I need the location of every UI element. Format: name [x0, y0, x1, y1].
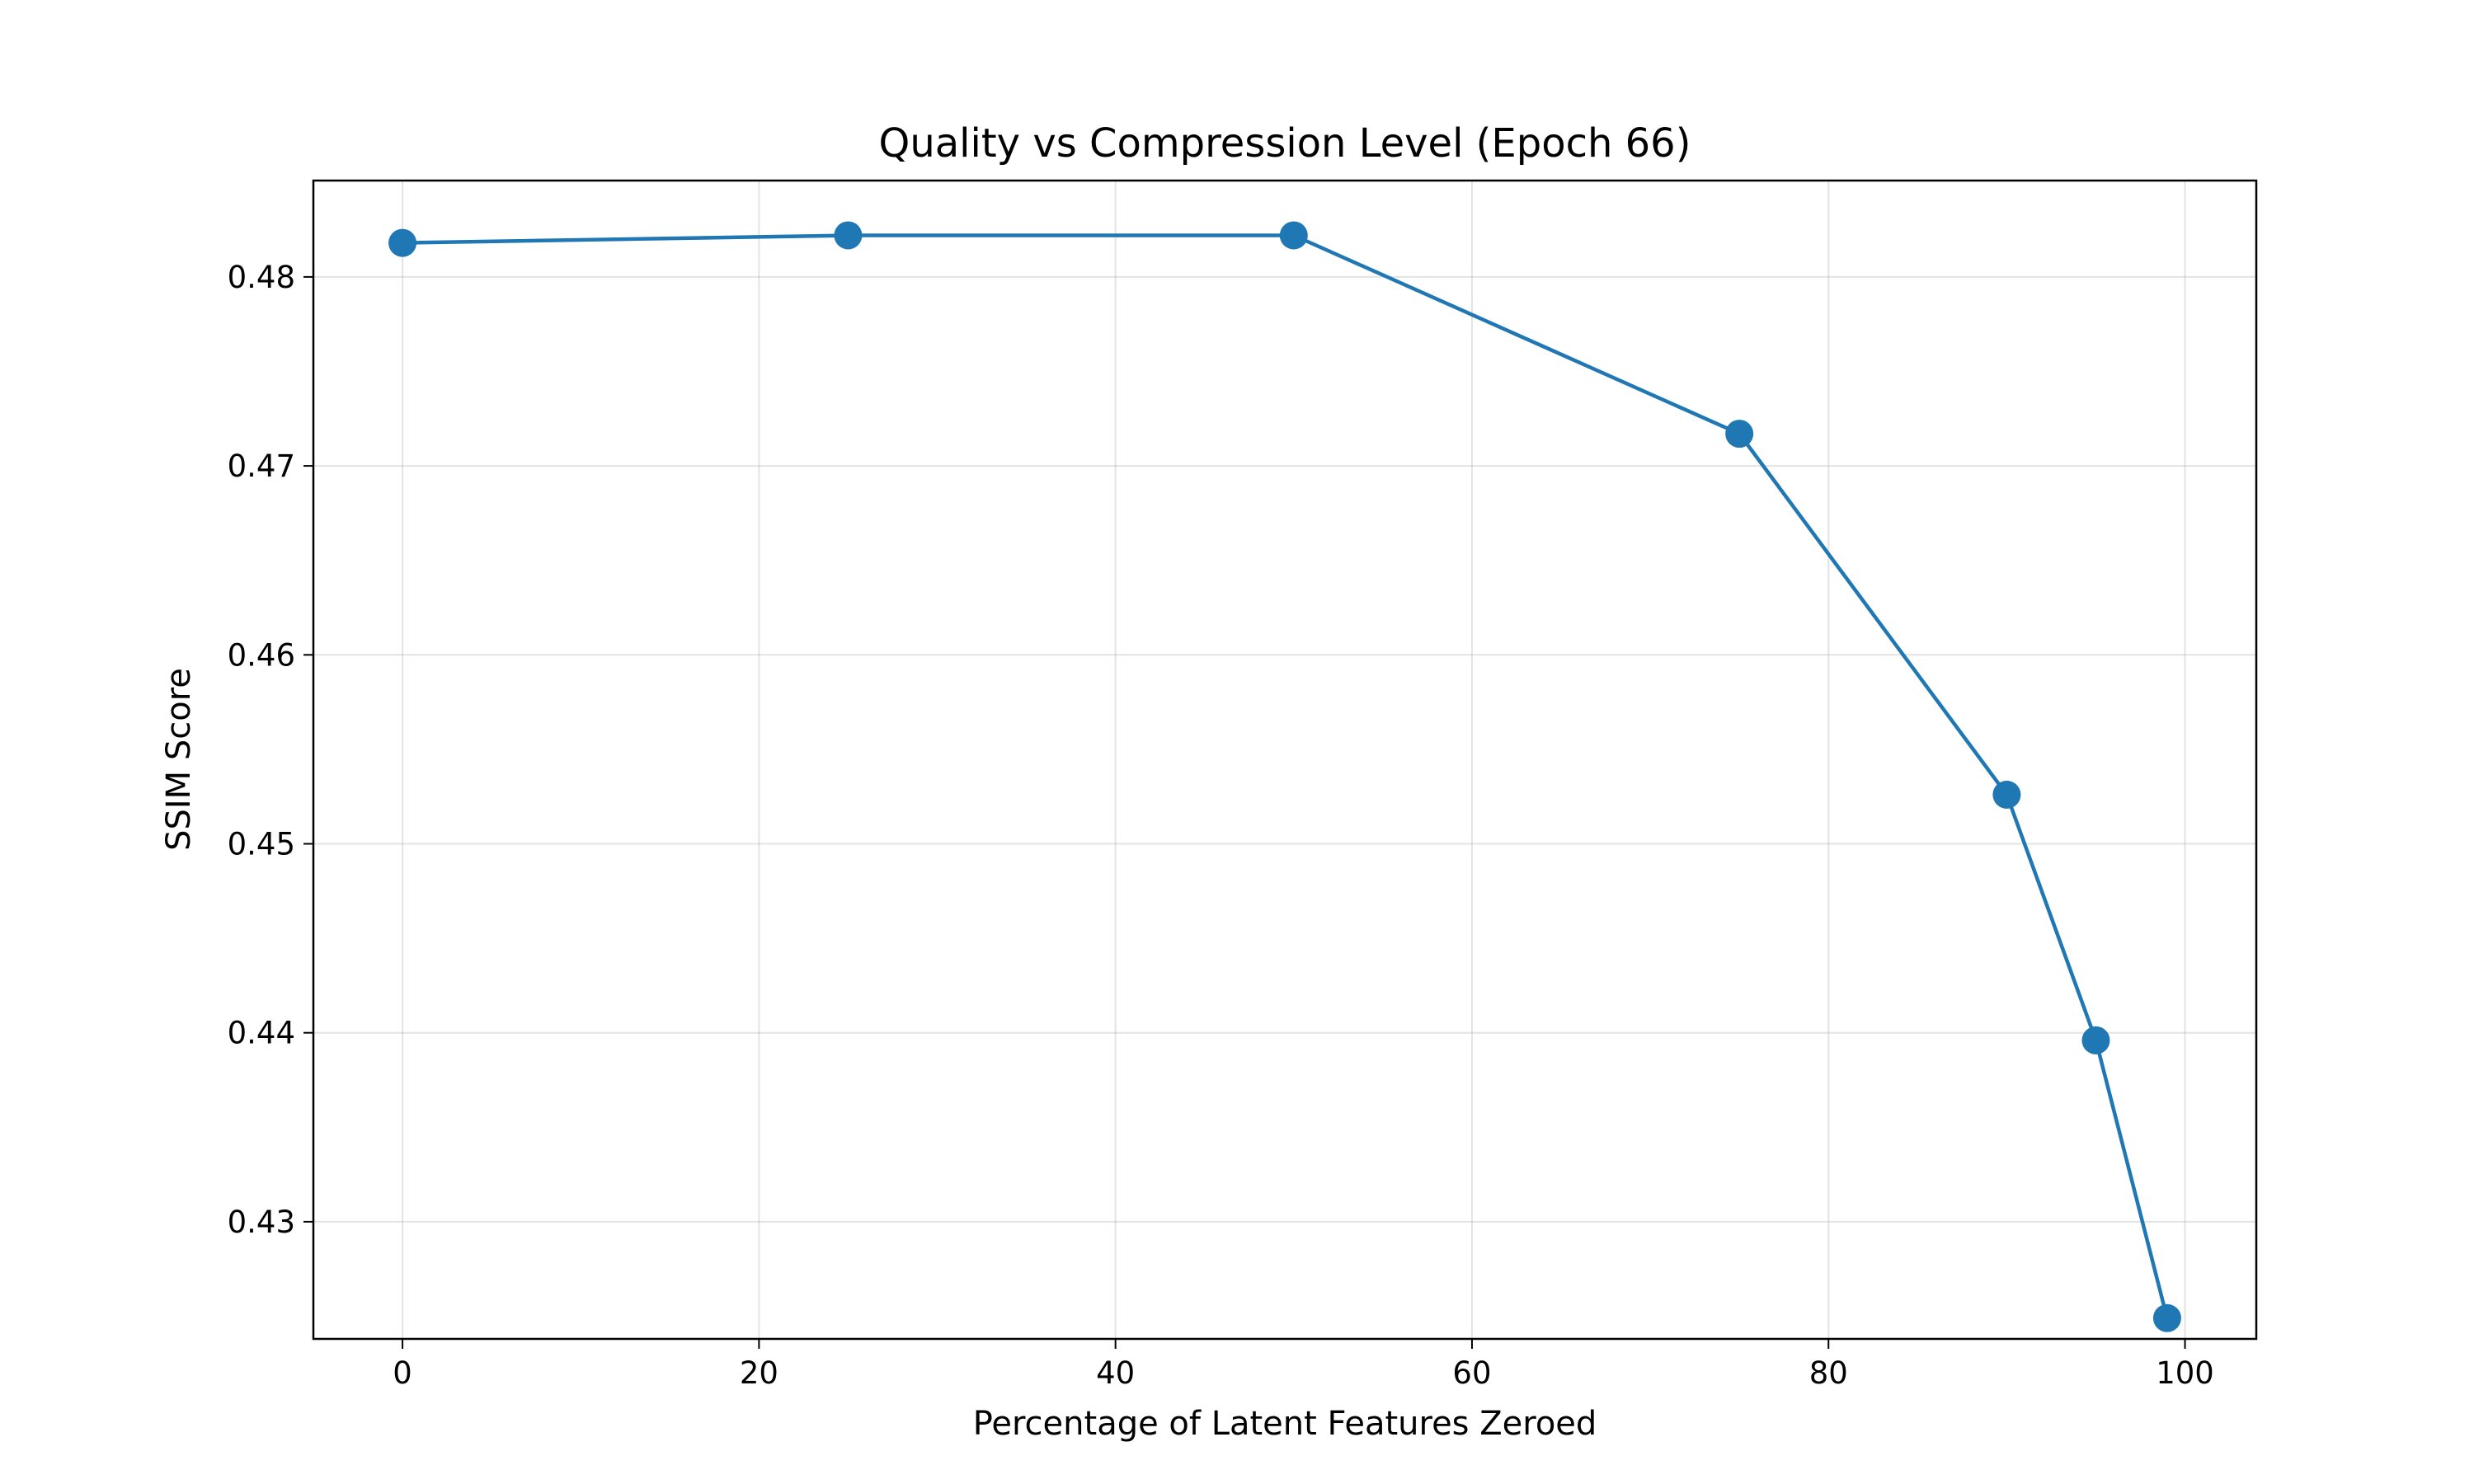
y-tick-label: 0.48 [228, 260, 295, 295]
y-tick-label: 0.46 [228, 637, 295, 673]
grid [313, 181, 2256, 1339]
plot-frame [312, 179, 2258, 1341]
x-tick-label: 100 [2156, 1355, 2214, 1391]
data-point [2081, 1026, 2110, 1054]
x-tick-label: 20 [740, 1355, 778, 1391]
data-point [2152, 1303, 2181, 1332]
x-tick-label: 60 [1452, 1355, 1491, 1391]
x-tick-label: 40 [1096, 1355, 1135, 1391]
y-tick-label: 0.44 [228, 1016, 295, 1051]
data-point [388, 228, 417, 257]
series-line [402, 233, 2170, 1319]
chart-title: Quality vs Compression Level (Epoch 66) [879, 120, 1691, 167]
ticks: 0 20 40 60 80 100 0.43 0.44 0.45 0.46 0.47 0.48 [228, 260, 2214, 1391]
x-axis-label: Percentage of Latent Features Zeroed [973, 1405, 1597, 1443]
y-tick-label: 0.45 [228, 826, 295, 862]
data-point [1725, 420, 1754, 448]
data-point [834, 221, 863, 250]
data-point [1279, 221, 1308, 250]
data-point [1992, 780, 2021, 809]
y-tick-label: 0.47 [228, 448, 295, 484]
y-tick-label: 0.43 [228, 1205, 295, 1240]
series-layer [388, 221, 2181, 1332]
y-axis-label: SSIM Score [160, 668, 198, 851]
x-tick-label: 80 [1809, 1355, 1848, 1391]
x-tick-label: 0 [393, 1355, 412, 1391]
